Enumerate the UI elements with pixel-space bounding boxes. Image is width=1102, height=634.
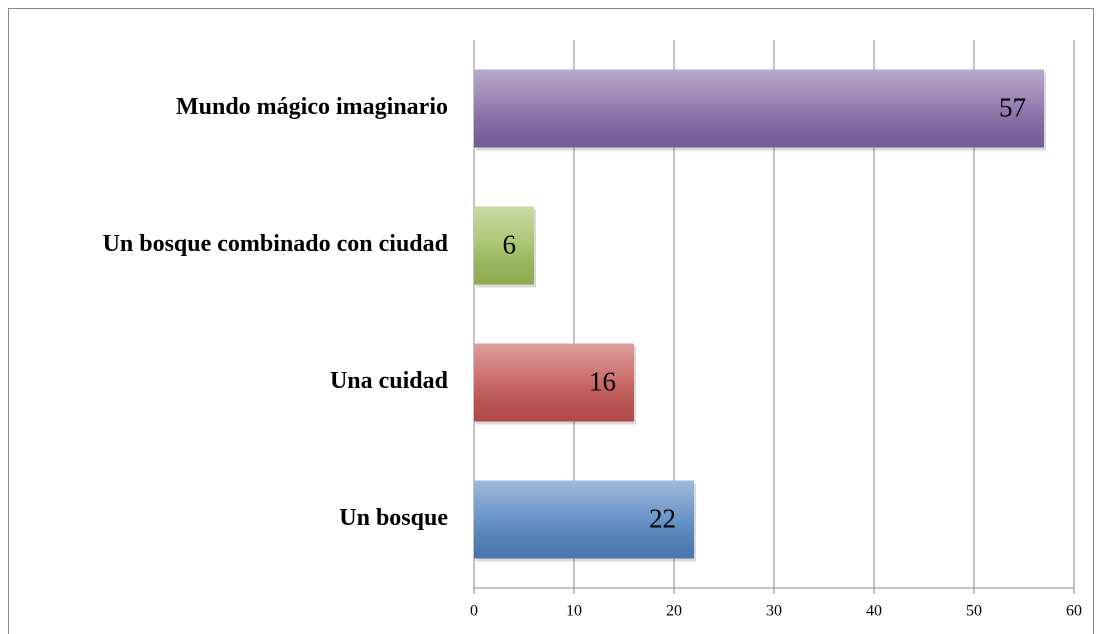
data-label: 22 xyxy=(649,504,676,534)
data-label: 57 xyxy=(999,93,1026,123)
x-tick-label: 50 xyxy=(966,603,982,620)
x-tick-label: 40 xyxy=(866,603,882,620)
y-tick-label: Un bosque xyxy=(339,505,448,531)
bar-shine xyxy=(474,480,694,559)
bar-shine xyxy=(474,343,634,422)
data-label: 16 xyxy=(589,367,616,397)
x-tick-label: 10 xyxy=(566,603,582,620)
bar-shine xyxy=(474,206,534,285)
x-tick-label: 60 xyxy=(1066,603,1082,620)
y-tick-label: Un bosque combinado con ciudad xyxy=(103,231,449,257)
data-label: 6 xyxy=(503,230,517,260)
bar-shine xyxy=(474,69,1044,148)
y-tick-label: Mundo mágico imaginario xyxy=(176,94,448,120)
y-tick-label: Una cuidad xyxy=(330,368,449,394)
x-tick-label: 20 xyxy=(666,603,682,620)
x-tick-label: 30 xyxy=(766,603,782,620)
x-tick-label: 0 xyxy=(470,603,478,620)
